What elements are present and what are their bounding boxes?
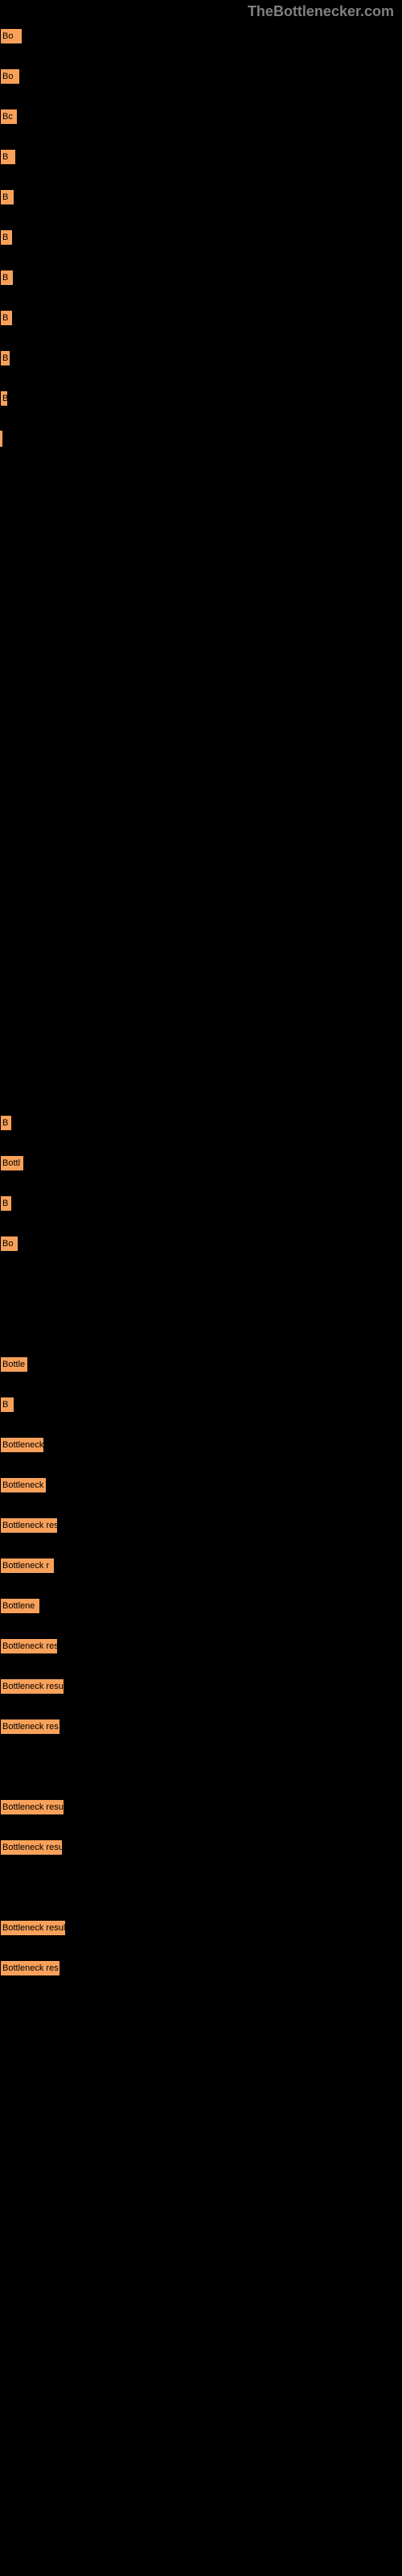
bar-row: B [0,390,402,407]
bar: B [0,350,10,366]
bar-row: B [0,189,402,205]
bar-row: B [0,1115,402,1131]
bar-row [0,753,402,769]
bar-row [0,551,402,568]
bar-row: Bottleneck res [0,1719,402,1735]
bar-row: Bottle [0,1356,402,1373]
bar-tick [0,431,2,447]
bar: B [0,1397,14,1413]
bar: B [0,390,8,407]
bar-row: Bottleneck r [0,1558,402,1574]
bar-row: Bo [0,28,402,44]
bar-row: B [0,149,402,165]
bar-row: Bottlene [0,1598,402,1614]
bar-row [0,1034,402,1051]
bar: Bottleneck resul [0,1799,64,1815]
bar-row [0,833,402,849]
bar: Bo [0,28,23,44]
bar-row [0,1075,402,1091]
bar-row: Bo [0,68,402,85]
bar: Bottleneck [0,1437,44,1453]
bar: Bottleneck resu [0,1839,63,1856]
bar-row [0,672,402,688]
bar-row: Bottleneck resu [0,1839,402,1856]
bar-row: Bottleneck result [0,1920,402,1936]
bar: B [0,229,13,246]
bar-row: B [0,310,402,326]
bar-row [0,994,402,1010]
bar-row: B [0,229,402,246]
bar: Bo [0,1236,18,1252]
site-header: TheBottlenecker.com [0,0,402,28]
bar: B [0,310,13,326]
bar: Bottl [0,1155,24,1171]
bar: Bottleneck res [0,1638,58,1654]
bar-row: Bottleneck res [0,1517,402,1534]
bar: Bottleneck res [0,1960,60,1976]
bar-row [0,1276,402,1292]
bar-row [0,954,402,970]
bar-row [0,592,402,608]
bar: Bo [0,68,20,85]
bar-row [0,431,402,447]
bar: Bc [0,109,18,125]
bar-row: Bottleneck resul [0,1678,402,1695]
bar: Bottleneck res [0,1719,60,1735]
bar-row: Bc [0,109,402,125]
bar-row: Bottleneck r [0,1477,402,1493]
bar-row: B [0,270,402,286]
bar: B [0,149,16,165]
bar-row: Bottl [0,1155,402,1171]
bar-row [0,712,402,729]
bar-chart: Bo Bo Bc B B B B B B B B Bottl B Bo Bottle B Bottleneck B… [0,28,402,1976]
bar-row: Bottleneck res [0,1638,402,1654]
bar-row [0,1880,402,1896]
bar-row: Bottleneck resul [0,1799,402,1815]
bar-row: Bottleneck res [0,1960,402,1976]
bar: Bottleneck r [0,1558,55,1574]
bar-row [0,873,402,890]
bar-row: B [0,350,402,366]
bar-row [0,471,402,487]
bar-row [0,511,402,527]
bar: B [0,1195,12,1212]
bar-row: Bo [0,1236,402,1252]
bar: Bottlene [0,1598,40,1614]
bar-row: B [0,1195,402,1212]
bar: B [0,1115,12,1131]
bar: Bottleneck result [0,1920,66,1936]
bar-row [0,1316,402,1332]
bar-row [0,793,402,809]
bar: Bottleneck resul [0,1678,64,1695]
bar-row: Bottleneck [0,1437,402,1453]
bar: B [0,189,14,205]
bar: B [0,270,14,286]
bar-row [0,914,402,930]
bar-row: B [0,1397,402,1413]
bar-row [0,1759,402,1775]
bar-row [0,632,402,648]
bar: Bottleneck r [0,1477,47,1493]
bar: Bottle [0,1356,28,1373]
bar: Bottleneck res [0,1517,58,1534]
